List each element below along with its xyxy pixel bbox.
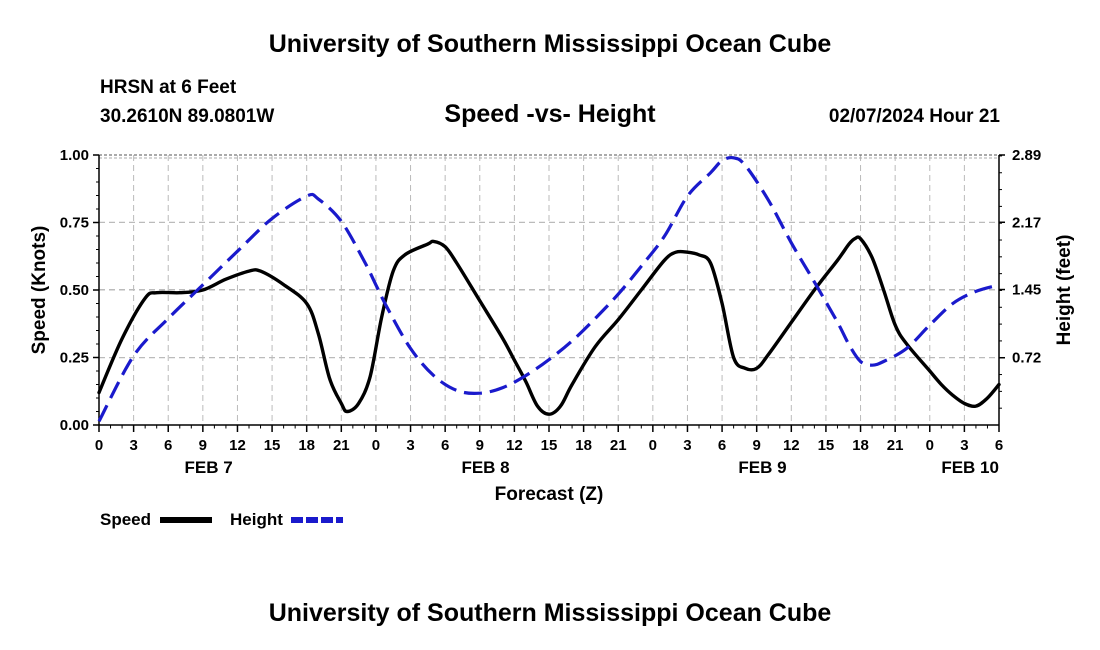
x-date-label: FEB 7: [185, 458, 233, 477]
x-tick-label: 15: [264, 437, 281, 454]
y-tick-label: 0.00: [60, 417, 89, 434]
y2-tick-label: 1.45: [1012, 282, 1041, 299]
legend-label-height: Height: [230, 510, 283, 529]
y-axis-title: Speed (Knots): [29, 226, 50, 355]
legend-label-speed: Speed: [100, 510, 151, 529]
x-tick-label: 18: [852, 437, 869, 454]
x-tick-label: 0: [95, 437, 103, 454]
chart-axes: 0 3 6 9 12 15 18 21 0 3 6 9 12 15 18 21 0 3 6 9 12 15 18 21 0 3 6 0…: [60, 147, 1041, 477]
series-line-speed: [97, 235, 1001, 416]
x-tick-label: 15: [541, 437, 558, 454]
x-tick-label: 0: [926, 437, 934, 454]
y-tick-label: 0.75: [60, 215, 89, 232]
chart-subtitle: Speed -vs- Height: [444, 100, 656, 128]
x-tick-label: 9: [476, 437, 484, 454]
x-tick-label: 6: [441, 437, 449, 454]
station-label: HRSN at 6 Feet: [100, 77, 237, 98]
y-tick-label: 0.50: [60, 282, 89, 299]
x-tick-label: 0: [372, 437, 380, 454]
footer-title: University of Southern Mississippi Ocean…: [268, 599, 832, 627]
y2-tick-label: 2.17: [1012, 214, 1041, 231]
x-tick-label: 21: [887, 437, 904, 454]
x-date-label: FEB 9: [738, 458, 786, 477]
chart-gridlines: [99, 155, 999, 425]
x-tick-label: 12: [783, 437, 800, 454]
x-tick-label: 18: [298, 437, 315, 454]
x-tick-label: 6: [164, 437, 172, 454]
x-tick-label: 12: [229, 437, 246, 454]
x-tick-label: 12: [506, 437, 523, 454]
x-date-label: FEB 10: [941, 458, 999, 477]
y2-tick-label: 0.72: [1012, 350, 1041, 367]
chart-main-title: University of Southern Mississippi Ocean…: [268, 30, 832, 58]
series-line-height: [97, 155, 1000, 423]
x-tick-label: 3: [683, 437, 691, 454]
y-tick-label: 0.25: [60, 350, 89, 367]
y-tick-label: 1.00: [60, 147, 89, 164]
x-tick-label: 6: [718, 437, 726, 454]
x-tick-label: 3: [129, 437, 137, 454]
x-date-label: FEB 8: [461, 458, 509, 477]
x-axis-title: Forecast (Z): [495, 484, 604, 505]
y2-axis-title: Height (feet): [1054, 235, 1075, 346]
issued-timestamp: 02/07/2024 Hour 21: [828, 106, 1000, 127]
x-tick-label: 9: [199, 437, 207, 454]
x-tick-label: 9: [753, 437, 761, 454]
x-tick-label: 6: [995, 437, 1003, 454]
x-tick-label: 18: [575, 437, 592, 454]
y2-tick-label: 2.89: [1012, 147, 1041, 164]
x-tick-label: 3: [960, 437, 968, 454]
x-tick-label: 15: [818, 437, 835, 454]
station-coordinates: 30.2610N 89.0801W: [100, 106, 275, 127]
chart-series: [97, 155, 1001, 423]
x-tick-label: 0: [649, 437, 657, 454]
chart-legend: Speed Height: [100, 510, 343, 529]
x-tick-label: 3: [406, 437, 414, 454]
x-tick-label: 21: [333, 437, 350, 454]
x-tick-label: 21: [610, 437, 627, 454]
